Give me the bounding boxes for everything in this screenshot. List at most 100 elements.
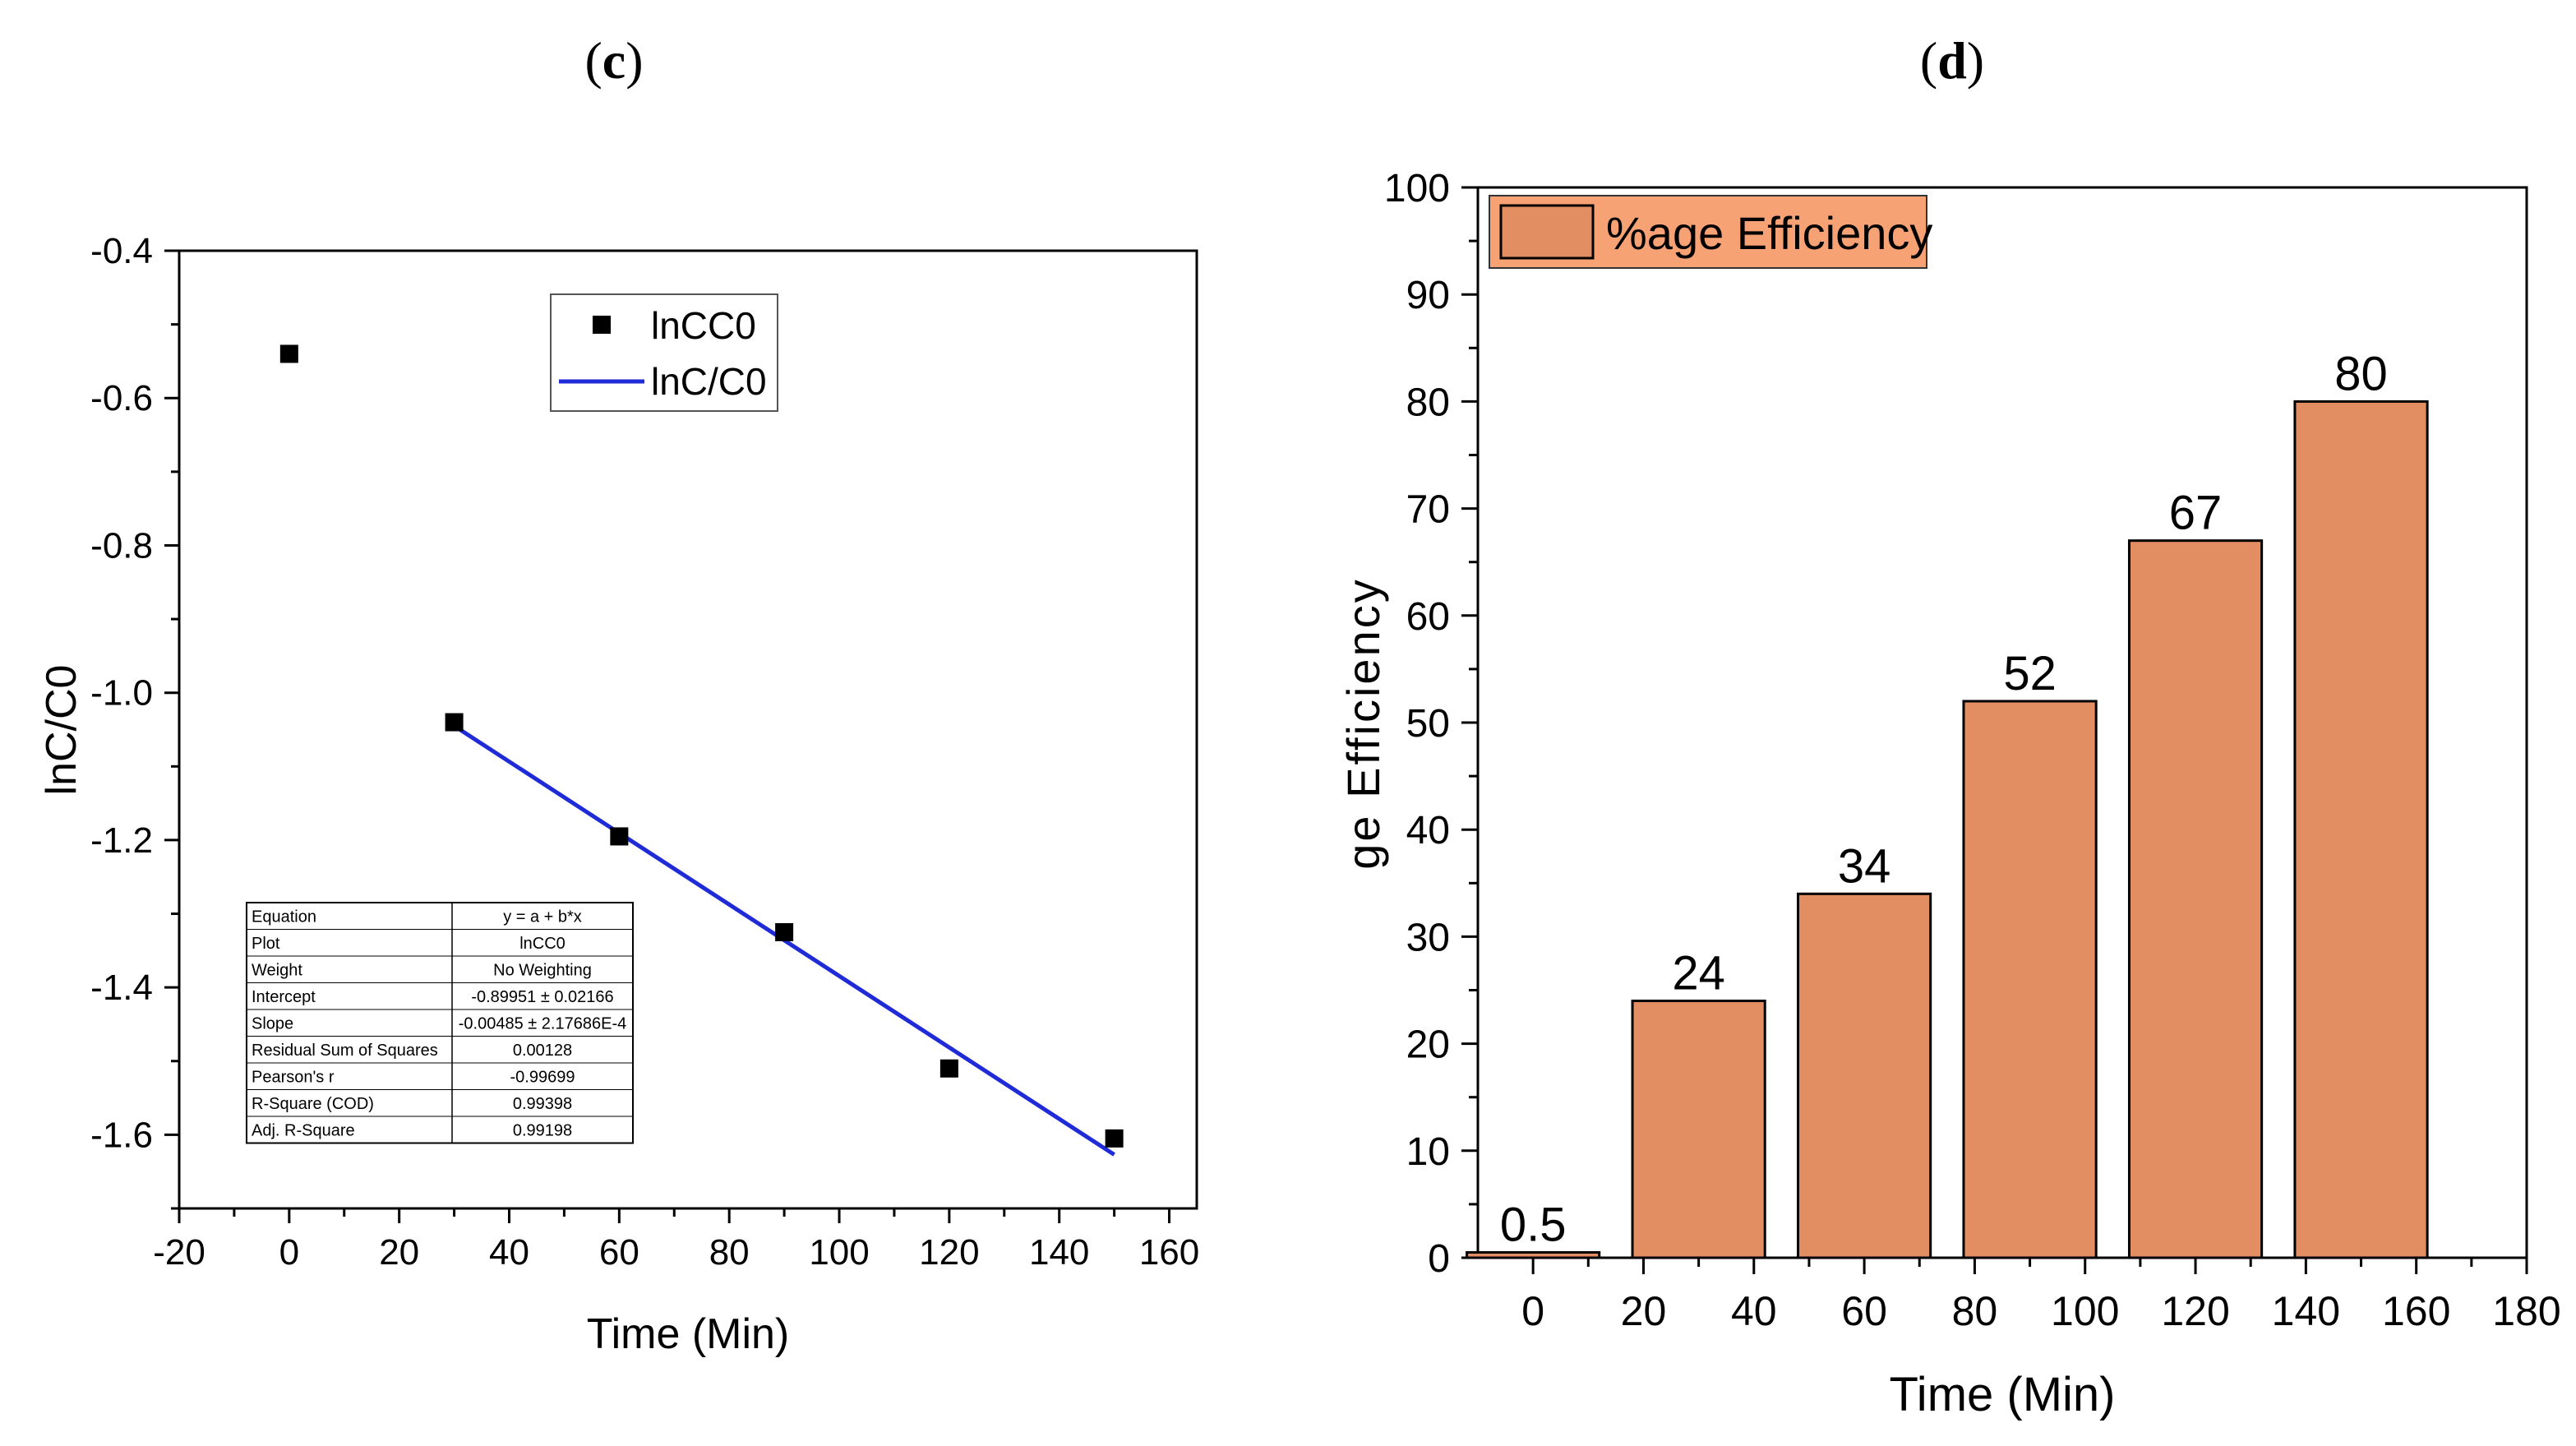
- chart-d-y-tick-label: 20: [1406, 1023, 1450, 1067]
- chart-c-x-tick-label: 100: [809, 1232, 869, 1273]
- chart-c-fit-table-key: Slope: [252, 1015, 293, 1033]
- chart-c-x-tick-label: 80: [709, 1232, 750, 1273]
- chart-c-fit-table-key: Equation: [252, 908, 316, 926]
- chart-c-point: [939, 1059, 958, 1078]
- chart-c-legend-label-line: lnC/C0: [651, 360, 767, 403]
- chart-d-bar: [1466, 1250, 1601, 1259]
- chart-d-y-tick-label: 0: [1428, 1237, 1450, 1281]
- chart-c-y-tick-label: -0.6: [90, 378, 153, 418]
- chart-c-fit-table-value: -0.00485 ± 2.17686E-4: [459, 1015, 626, 1033]
- chart-c-fit-table-key: Intercept: [252, 988, 316, 1006]
- chart-c-x-tick-label: 60: [599, 1232, 639, 1273]
- chart-c-legend-label-scatter: lnCC0: [651, 304, 756, 347]
- chart-c-point: [1105, 1129, 1124, 1148]
- chart-c-fit-table-key: Residual Sum of Squares: [252, 1042, 438, 1060]
- chart-c-legend: lnCC0 lnC/C0: [550, 293, 778, 412]
- chart-d-x-label: Time (Min): [1890, 1368, 2116, 1421]
- chart-d-legend-label: %age Efficiency: [1606, 207, 1932, 259]
- chart-d-x-axis: 0 20 40 60 80 100 120 140 160 180: [1521, 1258, 2561, 1334]
- chart-c-legend-marker-square: [593, 316, 611, 334]
- chart-d-legend: %age Efficiency: [1489, 195, 1932, 269]
- chart-d-y-tick-label: 40: [1406, 809, 1450, 852]
- chart-d-x-tick-label: 60: [1841, 1288, 1887, 1334]
- chart-c-point: [610, 827, 629, 846]
- chart-c-scatter-series: [279, 344, 1124, 1148]
- chart-d-y-tick-label: 30: [1406, 916, 1450, 959]
- chart-c-fit-table-key: Weight: [252, 962, 302, 980]
- chart-d-y-tick-label: 80: [1406, 381, 1450, 424]
- chart-d-y-tick-label: 10: [1406, 1130, 1450, 1174]
- chart-d-bar-value-label: 0.5: [1500, 1198, 1567, 1251]
- chart-c: -20 0 20 40 60 80 100 120 140 160 -1.6-1.4-1.2-1.…: [38, 231, 1199, 1358]
- chart-d-x-tick-label: 20: [1621, 1288, 1667, 1334]
- chart-c-y-tick-label: -1.2: [90, 820, 153, 861]
- chart-c-y-tick-label: -1.6: [90, 1115, 153, 1155]
- chart-c-x-label: Time (Min): [587, 1310, 790, 1358]
- chart-c-point: [445, 713, 464, 732]
- chart-c-x-tick-label: 140: [1029, 1232, 1089, 1273]
- chart-d-x-tick-label: 100: [2051, 1288, 2119, 1334]
- chart-c-fit-table-value: -0.99699: [510, 1069, 575, 1087]
- chart-d-bar-value-label: 52: [2003, 647, 2057, 700]
- chart-c-fit-table-value: -0.89951 ± 0.02166: [471, 988, 613, 1006]
- chart-d-bar-value-label: 34: [1838, 839, 1891, 893]
- chart-d-bar: [2127, 539, 2264, 1259]
- chart-d-y-tick-label: 70: [1406, 488, 1450, 532]
- chart-c-y-tick-label: -0.4: [90, 231, 153, 271]
- chart-c-y-tick-label: -1.0: [90, 673, 153, 714]
- chart-d-bar: [2293, 400, 2429, 1259]
- chart-d-bar: [1631, 1000, 1766, 1259]
- chart-c-y-axis: -1.6 -1.4 -1.2 -1.0 -0.8 -0.6 -0.4: [90, 231, 179, 1210]
- chart-c-fit-table-value: No Weighting: [493, 962, 592, 980]
- chart-d-bar: [1797, 892, 1932, 1259]
- panel-label-d: (d): [1920, 31, 1984, 90]
- chart-c-x-tick-label: 120: [919, 1232, 979, 1273]
- chart-d-x-tick-label: 80: [1952, 1288, 1998, 1334]
- chart-c-y-label: lnC/C0: [38, 665, 85, 796]
- chart-d-x-tick-label: 40: [1731, 1288, 1777, 1334]
- chart-d-bar-value-label: 67: [2169, 487, 2223, 540]
- chart-d-bar: [1962, 700, 2098, 1259]
- chart-c-fit-table-key: R-Square (COD): [252, 1095, 374, 1113]
- chart-d-y-label: ge Efficiency: [1337, 577, 1389, 869]
- chart-c-fit-table-key: Plot: [252, 935, 280, 953]
- chart-d-x-tick-label: 120: [2161, 1288, 2229, 1334]
- chart-c-fit-table-value: 0.00128: [513, 1042, 572, 1060]
- chart-c-fit-table-key: Adj. R-Square: [252, 1122, 355, 1140]
- chart-d-y-tick-label: 90: [1406, 274, 1450, 317]
- chart-d-bar-value-label: 80: [2334, 347, 2388, 400]
- chart-c-fit-table: Equation y = a + b*x Plot lnCC0 Weight No Wei…: [246, 902, 634, 1144]
- panel-label-c: (c): [584, 31, 643, 90]
- chart-d-x-tick-label: 180: [2492, 1288, 2560, 1334]
- chart-d-x-tick-label: 0: [1521, 1288, 1544, 1334]
- chart-c-fit-table-value: lnCC0: [519, 935, 566, 953]
- chart-c-fit-table-key: Pearson's r: [252, 1069, 335, 1087]
- chart-d-x-tick-label: 140: [2272, 1288, 2340, 1334]
- chart-c-x-tick-label: -20: [153, 1232, 205, 1273]
- chart-d-legend-swatch: [1499, 204, 1595, 260]
- chart-c-x-axis: -20 0 20 40 60 80 100 120 140 160: [153, 1208, 1199, 1273]
- chart-c-fit-table-value: 0.99398: [513, 1095, 572, 1113]
- chart-c-fit-table-value: y = a + b*x: [503, 908, 582, 926]
- chart-c-y-tick-label: -0.8: [90, 525, 153, 566]
- chart-d-bar-value-label: 24: [1672, 947, 1725, 1000]
- chart-d-x-tick-label: 160: [2382, 1288, 2450, 1334]
- chart-c-frame: [178, 249, 1198, 1210]
- chart-c-point: [775, 922, 794, 941]
- chart-c-legend-box: [550, 293, 778, 412]
- chart-c-fit-table-value: 0.99198: [513, 1122, 572, 1140]
- chart-c-y-tick-label: -1.4: [90, 968, 153, 1008]
- chart-c-x-tick-label: 160: [1139, 1232, 1199, 1273]
- chart-c-x-tick-label: 0: [279, 1232, 299, 1273]
- chart-c-fit-table-frame: [246, 902, 634, 1144]
- chart-c-x-tick-label: 40: [489, 1232, 529, 1273]
- chart-c-point: [279, 344, 298, 363]
- chart-d-y-tick-label: 100: [1384, 167, 1450, 210]
- chart-d-bars: 0.5 24 34 52 67 80: [1466, 347, 2429, 1259]
- chart-c-x-tick-label: 20: [379, 1232, 419, 1273]
- chart-d-y-tick-label: 60: [1406, 595, 1450, 639]
- chart-d-y-axis: 0 10 20 30 40 50 60 70 80 90 100: [1384, 167, 1478, 1281]
- chart-d-y-tick-label: 50: [1406, 702, 1450, 746]
